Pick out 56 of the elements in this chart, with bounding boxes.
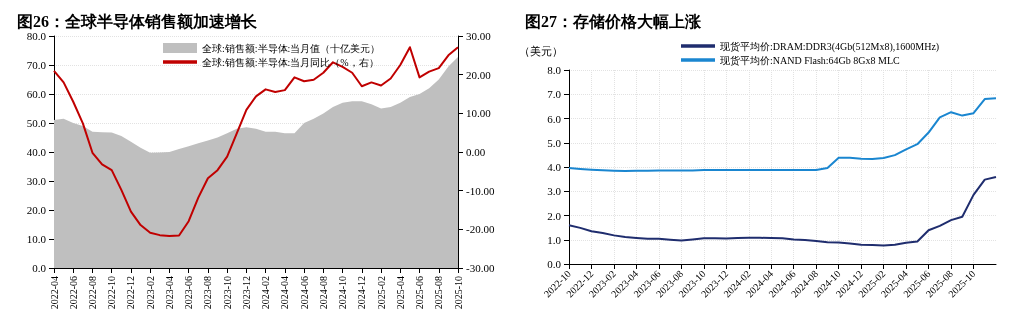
y-tick-label: 6.0 (547, 112, 562, 125)
legend-label: 全球:销售额:半导体:当月值（十亿美元） (202, 42, 381, 54)
x-tick-label: 2024-10 (337, 276, 349, 310)
x-tick-label: 2022-04 (48, 276, 60, 310)
x-tick-label: 2022-06 (67, 276, 79, 310)
y-tick-label: 2.0 (547, 209, 562, 222)
line-series (568, 97, 997, 172)
y-tick-label: 10.0 (26, 233, 47, 245)
x-tick-label: 2025-08 (433, 276, 445, 310)
y-tick-label: 30.0 (26, 175, 47, 187)
y-tick-label: 8.0 (547, 64, 562, 76)
legend-label: 现货平均价:DRAM:DDR3(4Gb(512Mx8),1600MHz) (720, 40, 940, 53)
y2-tick-label: 20.00 (466, 68, 492, 81)
y2-tick-label: -30.00 (466, 262, 495, 274)
x-tick-label: 2023-02 (144, 276, 156, 310)
y2-tick-label: 30.00 (466, 30, 492, 42)
y-tick-label: 0.0 (32, 262, 47, 274)
y-tick-label: 80.0 (26, 30, 47, 42)
y-tick-label: 5.0 (547, 136, 562, 149)
x-tick-label: 2023-12 (240, 276, 252, 310)
y-tick-label: 3.0 (547, 185, 562, 198)
y-tick-label: 0.0 (547, 258, 562, 270)
x-tick-label: 2023-06 (183, 276, 195, 310)
y-tick-label: 40.0 (26, 146, 47, 158)
x-tick-label: 2024-08 (317, 276, 329, 310)
x-tick-label: 2025-06 (414, 276, 426, 310)
chart-title: 图26：全球半导体销售额加速增长 (17, 12, 258, 30)
y-tick-label: 50.0 (26, 117, 47, 129)
legend-label: 全球:销售额:半导体:当月同比（%，右） (202, 56, 379, 68)
x-tick-label: 2022-08 (86, 276, 98, 310)
x-tick-label: 2025-10 (452, 276, 464, 310)
y-axis-title: （美元） (519, 44, 563, 57)
legend-label: 现货平均价:NAND Flash:64Gb 8Gx8 MLC (720, 54, 901, 66)
y-tick-label: 20.0 (26, 204, 47, 216)
y-tick-label: 1.0 (547, 233, 562, 246)
x-tick-label: 2023-08 (202, 276, 214, 310)
y-tick-label: 70.0 (26, 59, 47, 71)
y-tick-label: 4.0 (547, 161, 562, 173)
x-tick-label: 2023-10 (221, 276, 233, 310)
y2-tick-label: -10.00 (466, 184, 495, 197)
y-tick-label: 7.0 (547, 88, 562, 101)
y-tick-label: 60.0 (26, 88, 47, 100)
x-tick-label: 2025-02 (375, 276, 387, 310)
x-tick-label: 2022-10 (106, 276, 118, 310)
x-tick-label: 2024-02 (260, 276, 272, 310)
line-series (568, 175, 997, 247)
y2-tick-label: 10.00 (466, 107, 492, 120)
x-tick-label: 2022-12 (125, 276, 137, 310)
x-tick-label: 2024-04 (279, 276, 291, 310)
x-tick-label: 2024-06 (298, 276, 310, 310)
x-tick-label: 2025-04 (394, 276, 406, 310)
x-tick-label: 2023-04 (163, 276, 175, 310)
y2-tick-label: 0.00 (466, 146, 486, 158)
x-tick-label: 2024-12 (356, 276, 368, 310)
chart-title: 图27：存储价格大幅上涨 (525, 12, 702, 30)
y2-tick-label: -20.00 (466, 223, 495, 236)
